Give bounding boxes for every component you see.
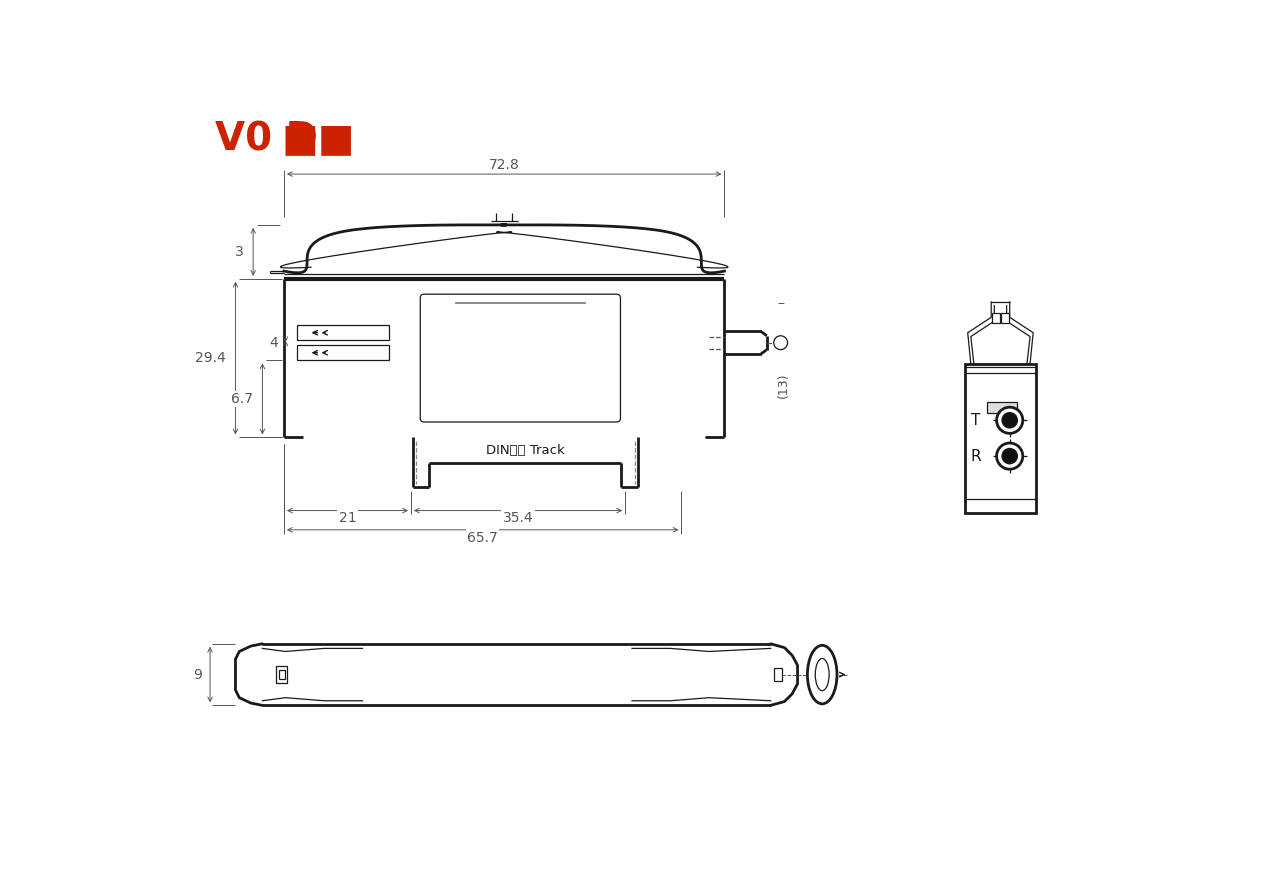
Text: R: R <box>971 448 981 463</box>
Circle shape <box>1002 448 1017 463</box>
Ellipse shape <box>807 645 836 703</box>
Bar <box>276 666 286 683</box>
Text: DIN轨道 Track: DIN轨道 Track <box>486 444 565 457</box>
Circle shape <box>1002 413 1017 428</box>
FancyBboxPatch shape <box>420 294 620 422</box>
Text: 72.8: 72.8 <box>489 158 519 172</box>
Bar <box>965 363 1036 513</box>
Circle shape <box>774 336 788 350</box>
Bar <box>774 668 782 680</box>
Bar <box>992 313 999 323</box>
Text: T: T <box>971 413 980 428</box>
Text: 65.7: 65.7 <box>467 531 498 545</box>
Bar <box>1002 313 1009 323</box>
Text: ■■: ■■ <box>281 120 355 159</box>
Circle shape <box>997 443 1022 470</box>
Text: 29.4: 29.4 <box>196 351 227 365</box>
Text: V0 D: V0 D <box>215 120 317 159</box>
Bar <box>987 402 1017 413</box>
Bar <box>297 325 390 340</box>
Text: 4: 4 <box>269 336 278 350</box>
Bar <box>279 670 285 680</box>
Text: 6.7: 6.7 <box>232 392 253 406</box>
Text: 35.4: 35.4 <box>503 511 533 525</box>
Circle shape <box>997 408 1022 433</box>
Bar <box>297 345 390 361</box>
Text: 21: 21 <box>339 511 356 525</box>
Ellipse shape <box>815 658 829 691</box>
Text: 9: 9 <box>193 667 202 681</box>
Text: 3: 3 <box>236 245 244 259</box>
Text: (13): (13) <box>778 372 791 398</box>
